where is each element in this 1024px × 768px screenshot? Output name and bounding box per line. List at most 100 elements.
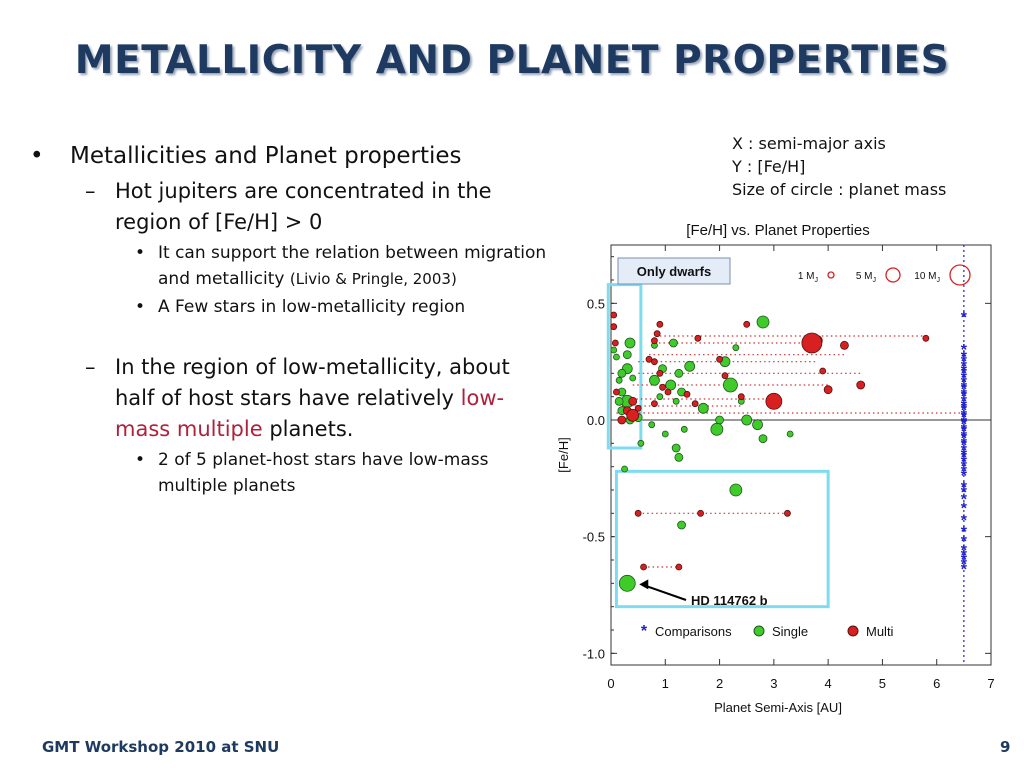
comparison-marker: * (961, 438, 968, 455)
multi-planet-point (697, 509, 704, 517)
comparison-marker: * (961, 454, 968, 471)
single-planet-point (671, 443, 681, 453)
bullet-mark: • (135, 450, 146, 470)
multi-planet-point (683, 390, 691, 398)
footer-text: GMT Workshop 2010 at SNU (42, 738, 280, 756)
y-tick-label: -0.5 (583, 530, 605, 545)
comparison-marker: * (961, 386, 968, 403)
multi-planet-point (613, 388, 620, 396)
single-planet-point (729, 483, 743, 497)
multi-planet-point (801, 332, 823, 354)
multi-planet-point (765, 392, 783, 410)
single-planet-point (710, 422, 724, 436)
size-key-label: 1 MJ (798, 271, 818, 284)
single-planet-point (786, 430, 794, 438)
single-planet-point (758, 434, 768, 444)
comparison-marker: * (961, 407, 968, 424)
single-planet-point (614, 396, 624, 406)
x-tick-label: 4 (825, 676, 832, 691)
multi-planet-point (651, 358, 658, 366)
multi-planet-point (823, 385, 833, 395)
single-planet-point (649, 374, 660, 386)
y-tick-label: -1.0 (583, 646, 605, 661)
single-planet-point (674, 452, 684, 462)
single-planet-point (672, 397, 680, 405)
hd-114762b-label: HD 114762 b (691, 593, 768, 608)
bullet-mark: • (135, 243, 146, 263)
single-planet-point (684, 360, 696, 372)
multi-planet-point (617, 415, 627, 425)
multi-planet-point (721, 372, 729, 380)
size-key-label: 10 MJ (914, 271, 940, 284)
comparison-marker: * (961, 375, 968, 392)
annotation-arrow-head (639, 579, 649, 590)
comparison-marker: * (961, 389, 968, 406)
comparison-marker: * (961, 442, 968, 459)
multi-planet-point (819, 367, 827, 375)
caption-line: X : semi-major axis (732, 134, 886, 153)
bullet-text: A Few stars in low-metallicity region (158, 297, 466, 317)
bullet-level1: • Metallicities and Planet properties (30, 140, 550, 172)
single-planet-point (677, 520, 686, 530)
single-planet-point (741, 414, 753, 426)
multi-planet-point (856, 380, 866, 390)
bullet-mark: • (135, 297, 146, 317)
comparison-marker: * (961, 365, 968, 382)
bullet-text: It can support the relation between migr… (158, 243, 547, 289)
dash-mark: – (85, 179, 96, 203)
comparison-marker: * (961, 417, 968, 434)
chart-caption: X : semi-major axis Y : [Fe/H] Size of c… (732, 132, 946, 201)
multi-planet-point (628, 396, 638, 406)
bullet-text: planets. (262, 417, 354, 441)
bullet-level3: • A Few stars in low-metallicity region (30, 294, 550, 320)
multi-planet-point (675, 563, 683, 571)
comparison-marker: * (961, 557, 968, 574)
single-planet-point (629, 374, 637, 382)
multi-planet-point (626, 408, 640, 422)
plot-frame (610, 244, 992, 666)
single-planet-point (669, 338, 678, 348)
x-tick-label: 7 (987, 676, 994, 691)
page-number: 9 (1000, 738, 1011, 756)
single-planet-point (648, 421, 656, 429)
caption-line: Size of circle : planet mass (732, 180, 947, 199)
multi-planet-point (653, 330, 661, 338)
single-planet-point (610, 346, 618, 354)
highlight-text: low-mass multiple (115, 386, 505, 441)
annotation-arrow-line (640, 583, 687, 601)
size-key-circle (827, 271, 835, 279)
comparison-marker: * (961, 447, 968, 464)
bullet-text: 2 of 5 planet-host stars have low-mass m… (158, 450, 489, 496)
comparison-marker: * (961, 400, 968, 417)
comparison-marker: * (961, 435, 968, 452)
single-planet-point (637, 439, 645, 447)
single-planet-point (752, 419, 763, 431)
comparison-marker: * (961, 491, 968, 508)
dash-mark: – (85, 355, 96, 379)
x-tick-label: 5 (879, 676, 886, 691)
single-planet-point (613, 353, 620, 361)
y-axis-label: [Fe/H] (556, 437, 571, 472)
single-planet-point (615, 376, 623, 384)
bullet-text: Hot jupiters are concentrated in the reg… (115, 179, 492, 234)
comparison-marker: * (961, 480, 968, 497)
only-dwarfs-label: Only dwarfs (637, 264, 711, 279)
comparison-marker: * (961, 370, 968, 387)
bullet-mark: • (30, 143, 44, 169)
comparison-marker: * (961, 342, 968, 359)
legend-comparison-label: Comparisons (655, 624, 732, 639)
comparison-marker: * (961, 449, 968, 466)
single-planet-point (715, 415, 724, 425)
size-key-subscript: J (815, 277, 819, 284)
comparison-marker: * (961, 354, 968, 371)
comparison-marker: * (961, 561, 968, 578)
comparison-marker: * (961, 414, 968, 431)
multi-planet-point (716, 355, 723, 363)
multi-planet-point (922, 334, 930, 342)
multi-planet-point (634, 509, 642, 517)
comparison-marker: * (961, 424, 968, 441)
comparison-marker: * (961, 459, 968, 476)
legend-comparison-marker: * (641, 623, 648, 640)
x-tick-label: 6 (933, 676, 940, 691)
x-tick-label: 0 (607, 676, 614, 691)
